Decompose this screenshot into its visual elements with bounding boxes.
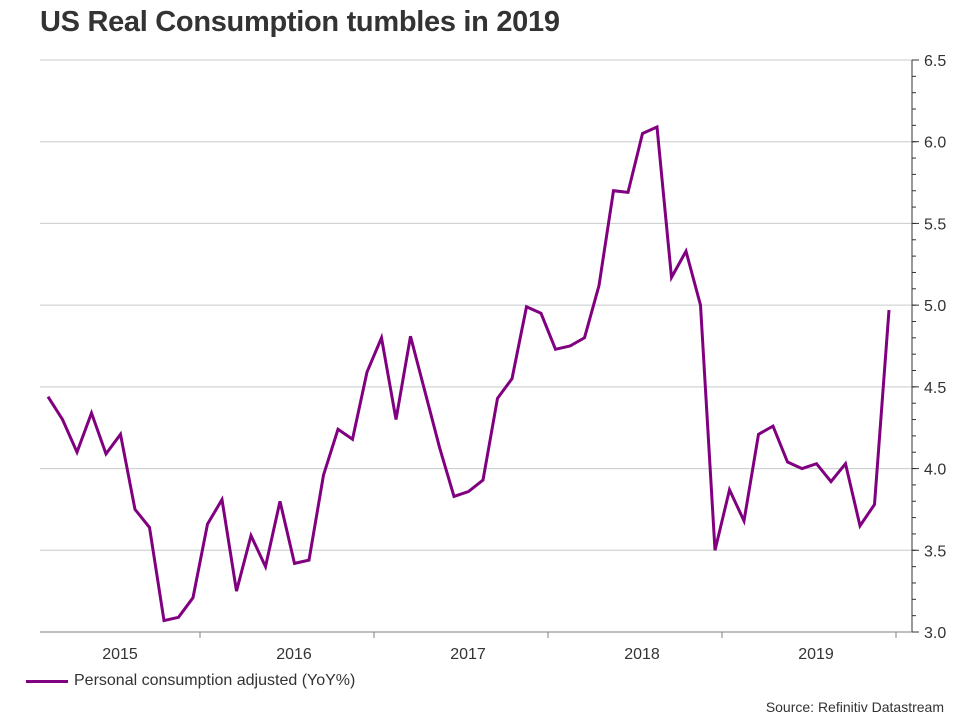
data-point xyxy=(656,126,659,129)
data-point xyxy=(525,305,528,308)
data-point xyxy=(728,488,731,491)
data-point xyxy=(699,304,702,307)
data-point xyxy=(409,335,412,338)
legend-swatch xyxy=(26,679,68,683)
series-group xyxy=(46,124,891,623)
y-tick-label: 3.5 xyxy=(924,543,946,560)
data-point xyxy=(844,462,847,465)
data-point xyxy=(206,523,209,526)
y-tick-label: 6.0 xyxy=(924,135,946,152)
y-axis: 3.0 3.5 4.0 4.5 5.0 5.5 6.0 6.5 xyxy=(911,53,946,642)
data-point xyxy=(134,508,137,511)
y-tick-label: 4.0 xyxy=(924,462,946,479)
data-point xyxy=(163,619,166,622)
data-point xyxy=(395,418,398,421)
data-point xyxy=(540,312,543,315)
y-tick-label: 3.0 xyxy=(924,625,946,642)
gridlines xyxy=(40,59,912,551)
data-point xyxy=(90,412,93,415)
data-point xyxy=(192,596,195,599)
data-point xyxy=(264,565,267,568)
data-point xyxy=(119,433,122,436)
data-point xyxy=(148,526,151,529)
data-point xyxy=(685,250,688,253)
data-point xyxy=(554,348,557,351)
data-point xyxy=(569,345,572,348)
data-point xyxy=(366,371,369,374)
data-point xyxy=(308,559,311,562)
legend-label: Personal consumption adjusted (YoY%) xyxy=(74,672,356,689)
data-point xyxy=(322,474,325,477)
data-point xyxy=(859,524,862,527)
data-point xyxy=(235,590,238,593)
y-tick-label: 5.5 xyxy=(924,216,946,233)
data-point xyxy=(612,189,615,192)
x-tick-label: 2017 xyxy=(450,646,486,663)
data-point xyxy=(177,616,180,619)
data-point xyxy=(598,284,601,287)
data-point xyxy=(424,390,427,393)
data-point xyxy=(482,479,485,482)
data-point xyxy=(279,500,282,503)
data-point xyxy=(221,498,224,501)
x-tick-label: 2016 xyxy=(276,646,312,663)
source-note: Source: Refinitiv Datastream xyxy=(765,699,944,715)
y-tick-label: 6.5 xyxy=(924,53,946,70)
data-point xyxy=(351,438,354,441)
data-point xyxy=(627,191,630,194)
x-tick-label: 2018 xyxy=(624,646,660,663)
data-point xyxy=(714,549,717,552)
data-point xyxy=(830,480,833,483)
data-point xyxy=(380,336,383,339)
data-point xyxy=(105,452,108,455)
x-tick-label: 2019 xyxy=(798,646,834,663)
y-tick-label: 5.0 xyxy=(924,298,946,315)
data-point xyxy=(250,534,253,537)
y-tick-label: 4.5 xyxy=(924,380,946,397)
data-point xyxy=(670,276,673,279)
data-point xyxy=(786,461,789,464)
data-point xyxy=(496,397,499,400)
data-point xyxy=(641,132,644,135)
data-point xyxy=(801,467,804,470)
data-point xyxy=(453,495,456,498)
data-point xyxy=(61,418,64,421)
data-point xyxy=(873,503,876,506)
data-point xyxy=(467,490,470,493)
series-line xyxy=(46,124,891,623)
data-point xyxy=(293,562,296,565)
data-point xyxy=(76,451,79,454)
data-point xyxy=(772,425,775,428)
chart-title: US Real Consumption tumbles in 2019 xyxy=(40,6,560,38)
x-tick-label: 2015 xyxy=(102,646,138,663)
legend: Personal consumption adjusted (YoY%) xyxy=(26,672,355,690)
data-point xyxy=(815,462,818,465)
data-point xyxy=(511,377,514,380)
data-point xyxy=(438,446,441,449)
data-point xyxy=(583,336,586,339)
data-point xyxy=(888,309,891,312)
x-axis: 2015 2016 2017 2018 2019 xyxy=(40,631,912,663)
data-point xyxy=(337,428,340,431)
data-point xyxy=(47,395,50,398)
data-point xyxy=(757,433,760,436)
data-point xyxy=(743,519,746,522)
